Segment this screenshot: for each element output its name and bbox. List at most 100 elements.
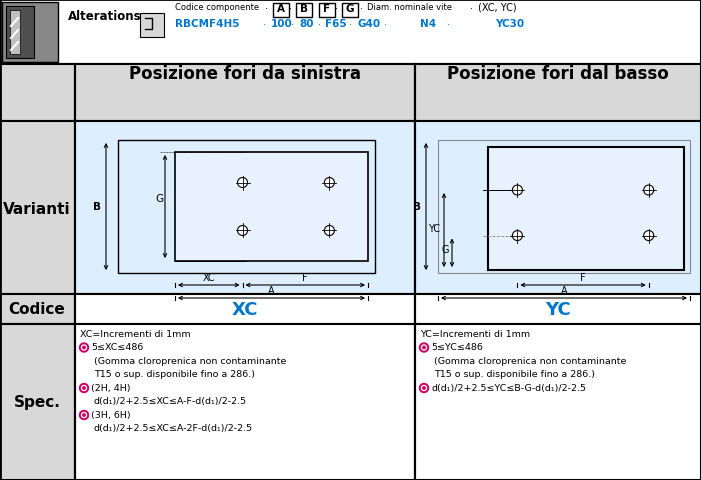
Text: RBCMF4H5: RBCMF4H5 (175, 19, 240, 29)
Bar (0, 65, 75, 122)
Text: G40: G40 (357, 19, 380, 29)
Text: ·: · (334, 4, 337, 14)
Text: 80: 80 (299, 19, 313, 29)
Bar (75, 122, 415, 294)
Text: ·: · (349, 20, 352, 30)
Circle shape (81, 345, 86, 350)
Bar (415, 294, 701, 324)
Text: G: G (155, 194, 163, 204)
Text: Alterations: Alterations (68, 10, 142, 23)
Circle shape (238, 226, 247, 236)
Text: (Gomma cloroprenica non contaminante: (Gomma cloroprenica non contaminante (94, 356, 287, 365)
Text: Varianti: Varianti (4, 201, 71, 216)
Bar (319, 4, 335, 18)
Bar (118, 141, 375, 274)
Circle shape (325, 178, 334, 188)
Bar (273, 4, 289, 18)
Text: Spec.: Spec. (13, 395, 60, 409)
Text: A: A (561, 286, 567, 295)
Text: T15 o sup. disponibile fino a 286.): T15 o sup. disponibile fino a 286.) (434, 370, 595, 379)
Text: Posizione fori da sinistra: Posizione fori da sinistra (129, 65, 361, 83)
Text: ·: · (289, 4, 292, 14)
Text: YC30: YC30 (495, 19, 524, 29)
Text: G: G (346, 4, 354, 14)
Circle shape (325, 226, 334, 236)
Bar (0, 324, 75, 480)
Text: ·: · (384, 20, 387, 30)
Bar (296, 4, 312, 18)
Text: B: B (413, 202, 421, 212)
Text: YC=Incrementi di 1mm: YC=Incrementi di 1mm (420, 329, 530, 338)
Bar (140, 14, 164, 38)
Bar (6, 7, 34, 59)
Text: (2H, 4H): (2H, 4H) (91, 383, 130, 392)
Text: B: B (300, 4, 308, 14)
Circle shape (419, 384, 428, 393)
Text: (3H, 6H): (3H, 6H) (91, 410, 130, 419)
Text: B: B (93, 202, 101, 212)
Text: A: A (268, 286, 275, 295)
Bar (342, 4, 358, 18)
Text: ·: · (470, 4, 473, 14)
Text: XC=Incrementi di 1mm: XC=Incrementi di 1mm (80, 329, 191, 338)
Circle shape (83, 387, 86, 389)
Bar (75, 65, 415, 122)
Circle shape (423, 387, 426, 389)
Circle shape (79, 411, 88, 420)
Text: 5≤YC≤486: 5≤YC≤486 (431, 343, 483, 352)
Circle shape (423, 347, 426, 349)
Text: (XC, YC): (XC, YC) (478, 3, 517, 13)
Bar (415, 324, 701, 480)
Bar (75, 294, 415, 324)
Text: N4: N4 (420, 19, 436, 29)
Bar (0, 0, 701, 65)
Circle shape (238, 178, 247, 188)
Text: ·: · (291, 20, 294, 30)
Circle shape (83, 414, 86, 416)
Text: F: F (323, 4, 331, 14)
Text: d(d₁)/2+2.5≤XC≤A-2F-d(d₁)/2-2.5: d(d₁)/2+2.5≤XC≤A-2F-d(d₁)/2-2.5 (94, 424, 253, 432)
Bar (488, 148, 684, 270)
Text: XC: XC (203, 273, 215, 282)
Circle shape (512, 231, 522, 241)
Bar (415, 122, 701, 294)
Text: F65: F65 (325, 19, 346, 29)
Text: A: A (277, 4, 285, 14)
Text: Posizione fori dal basso: Posizione fori dal basso (447, 65, 669, 83)
Text: ·: · (266, 4, 268, 14)
Text: G: G (442, 244, 449, 254)
Bar (10, 11, 20, 55)
Text: (Gomma cloroprenica non contaminante: (Gomma cloroprenica non contaminante (434, 356, 627, 365)
Text: XC: XC (232, 300, 258, 318)
Circle shape (644, 186, 654, 196)
Text: ·: · (360, 4, 363, 14)
Circle shape (419, 343, 428, 352)
Bar (438, 141, 690, 274)
Circle shape (421, 345, 426, 350)
Text: Codice: Codice (8, 302, 65, 317)
Text: YC: YC (545, 300, 571, 318)
Bar (0, 122, 75, 294)
Circle shape (79, 343, 88, 352)
Bar (2, 3, 58, 63)
Text: ·: · (263, 20, 266, 30)
Text: ·: · (311, 4, 315, 14)
Circle shape (421, 386, 426, 391)
Text: 5≤XC≤486: 5≤XC≤486 (91, 343, 144, 352)
Circle shape (512, 186, 522, 196)
Circle shape (79, 384, 88, 393)
Text: 100: 100 (271, 19, 293, 29)
Bar (175, 153, 368, 262)
Bar (0, 294, 75, 324)
Circle shape (644, 231, 654, 241)
Text: F: F (580, 273, 586, 282)
Circle shape (83, 347, 86, 349)
Text: YC: YC (428, 224, 440, 234)
Text: F: F (302, 273, 308, 282)
Text: d(d₁)/2+2.5≤YC≤B-G-d(d₁)/2-2.5: d(d₁)/2+2.5≤YC≤B-G-d(d₁)/2-2.5 (431, 383, 586, 392)
Bar (75, 324, 415, 480)
Text: d(d₁)/2+2.5≤XC≤A-F-d(d₁)/2-2.5: d(d₁)/2+2.5≤XC≤A-F-d(d₁)/2-2.5 (94, 396, 247, 406)
Text: ·: · (447, 20, 450, 30)
Text: ·: · (318, 20, 321, 30)
Text: Codice componente: Codice componente (175, 3, 259, 12)
